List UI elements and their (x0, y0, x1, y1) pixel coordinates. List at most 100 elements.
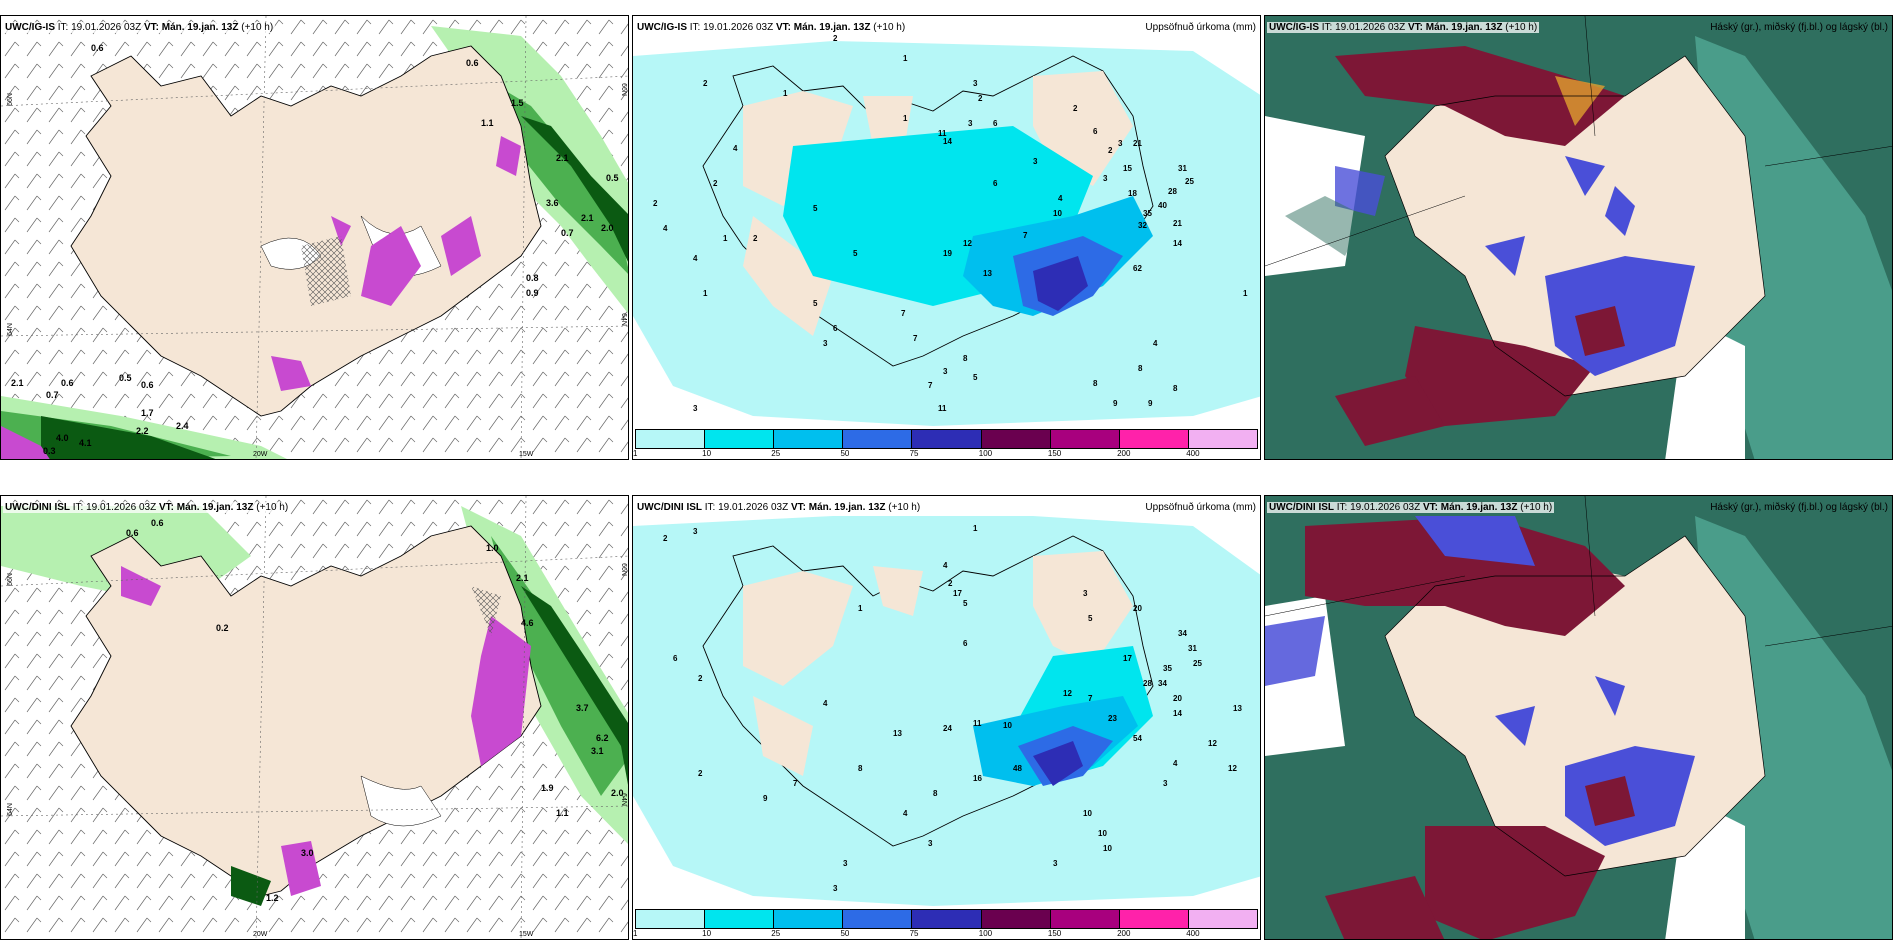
precip-label: 1 (973, 524, 978, 533)
precip-value-labels: 2 1 2 1 3 2 4 1 11 14 3 6 2 6 3 2 3 6 3 … (653, 34, 1248, 413)
precip-label: 7 (1088, 694, 1093, 703)
precip-label: 3 (928, 839, 933, 848)
cloud-map (1265, 16, 1892, 459)
precip-label: 1 (1243, 289, 1248, 298)
precip-map: 2 1 2 1 3 2 4 1 11 14 3 6 2 6 3 2 3 6 3 … (633, 16, 1260, 459)
precip-label: 2 (1073, 104, 1078, 113)
wind-label: 0.7 (46, 390, 59, 400)
panel-wind-dini: UWC/DINI ISL IT: 19.01.2026 03Z VT: Mán.… (0, 495, 629, 940)
precip-map: 2 3 1 1 4 2 5 17 6 3 5 20 34 31 35 28 34… (633, 496, 1260, 939)
precip-label: 34 (1178, 629, 1187, 638)
precip-label: 54 (1133, 734, 1142, 743)
precip-label: 4 (1058, 194, 1063, 203)
legend-tick: 1 (633, 449, 638, 458)
legend-swatch (843, 910, 913, 928)
legend-ticks: 1 10 25 50 75 100 150 200 400 (633, 929, 1258, 939)
precip-label: 5 (813, 299, 818, 308)
wind-label: 0.9 (526, 288, 539, 298)
lat-label: 64N (6, 323, 14, 336)
precip-label: 35 (1163, 664, 1172, 673)
precip-label: 3 (1083, 589, 1088, 598)
wind-label: 2.1 (581, 213, 594, 223)
lat-label: 64N (619, 793, 627, 806)
precip-label: 8 (933, 789, 938, 798)
legend-tick: 75 (909, 929, 919, 938)
legend-tick: 10 (702, 929, 712, 938)
wind-label: 3.0 (301, 848, 314, 858)
precip-label: 3 (693, 404, 698, 413)
wind-label: 3.6 (546, 198, 559, 208)
legend-tick: 150 (1047, 449, 1062, 458)
precip-label: 2 (1108, 146, 1113, 155)
precip-label: 1 (723, 234, 728, 243)
wind-label: 1.1 (556, 808, 569, 818)
precip-label: 8 (1093, 379, 1098, 388)
lon-label: 20W (253, 451, 268, 458)
wind-label: 1.5 (511, 98, 524, 108)
precip-label: 3 (1163, 779, 1168, 788)
wind-label: 1.2 (266, 893, 279, 903)
legend-swatch (636, 430, 706, 448)
precip-label: 11 (938, 404, 947, 413)
precip-label: 23 (1108, 714, 1117, 723)
panel-precip-igis: UWC/IG-IS IT: 19.01.2026 03Z VT: Mán. 19… (632, 15, 1261, 460)
precip-label: 10 (1103, 844, 1112, 853)
wind-value-labels: 0.6 0.6 1.1 1.5 2.1 3.6 0.5 2.1 2.0 0.7 … (11, 43, 619, 456)
precip-label: 48 (1013, 764, 1022, 773)
precip-label: 21 (1173, 219, 1182, 228)
panel-title: UWC/DINI ISL IT: 19.01.2026 03Z VT: Mán.… (3, 502, 291, 513)
precip-label: 11 (973, 719, 982, 728)
precip-label: 1 (858, 604, 863, 613)
precip-label: 3 (823, 339, 828, 348)
precip-label: 2 (653, 199, 658, 208)
precip-label: 13 (893, 729, 902, 738)
wind-map: 0.6 0.6 1.0 2.1 0.2 4.6 3.7 6.2 3.1 2.0 … (1, 496, 628, 939)
precip-color-legend (635, 909, 1258, 929)
precip-label: 15 (1123, 164, 1132, 173)
legend-tick: 50 (840, 449, 850, 458)
panel-title: UWC/IG-IS IT: 19.01.2026 03Z VT: Mán. 19… (3, 22, 276, 33)
precip-label: 11 (938, 129, 947, 138)
legend-swatch (774, 430, 844, 448)
precip-label: 28 (1168, 187, 1177, 196)
legend-swatch (1188, 910, 1257, 928)
lat-label: 64N (6, 803, 14, 816)
precip-label: 13 (1233, 704, 1242, 713)
precip-label: 2 (948, 579, 953, 588)
precip-label: 4 (1153, 339, 1158, 348)
precip-label: 5 (813, 204, 818, 213)
legend-swatch (636, 910, 706, 928)
legend-swatch (1119, 430, 1189, 448)
wind-label: 0.6 (126, 528, 139, 538)
precip-label: 1 (903, 114, 908, 123)
legend-tick: 1 (633, 929, 638, 938)
lon-label: 15W (519, 931, 534, 938)
legend-swatch (981, 430, 1051, 448)
precip-label: 1 (903, 54, 908, 63)
wind-label: 2.2 (136, 426, 149, 436)
wind-value-labels: 0.6 0.6 1.0 2.1 0.2 4.6 3.7 6.2 3.1 2.0 … (126, 518, 624, 903)
legend-tick: 400 (1186, 449, 1200, 458)
precip-label: 10 (1003, 721, 1012, 730)
panel-wind-igis: UWC/IG-IS IT: 19.01.2026 03Z VT: Mán. 19… (0, 15, 629, 460)
legend-swatch (705, 430, 775, 448)
wind-label: 2.4 (176, 421, 189, 431)
precip-label: 6 (993, 179, 998, 188)
precip-label: 1 (783, 89, 788, 98)
precip-label: 35 (1143, 209, 1152, 218)
lat-label: 66N (619, 563, 627, 576)
precip-label: 3 (1033, 157, 1038, 166)
precip-value-labels: 2 3 1 1 4 2 5 17 6 3 5 20 34 31 35 28 34… (663, 524, 1242, 893)
wind-label: 1.1 (481, 118, 494, 128)
legend-tick: 100 (978, 449, 993, 458)
precip-label: 31 (1188, 644, 1197, 653)
panel-cloud-dini: UWC/DINI ISL IT: 19.01.2026 03Z VT: Mán.… (1264, 495, 1893, 940)
wind-label: 1.9 (541, 783, 554, 793)
legend-swatch (912, 430, 982, 448)
wind-label: 2.1 (516, 573, 529, 583)
precip-label: 19 (943, 249, 952, 258)
precip-label: 2 (698, 769, 703, 778)
legend-swatch (1050, 430, 1120, 448)
precip-label: 6 (833, 324, 838, 333)
wind-label: 4.0 (56, 433, 69, 443)
